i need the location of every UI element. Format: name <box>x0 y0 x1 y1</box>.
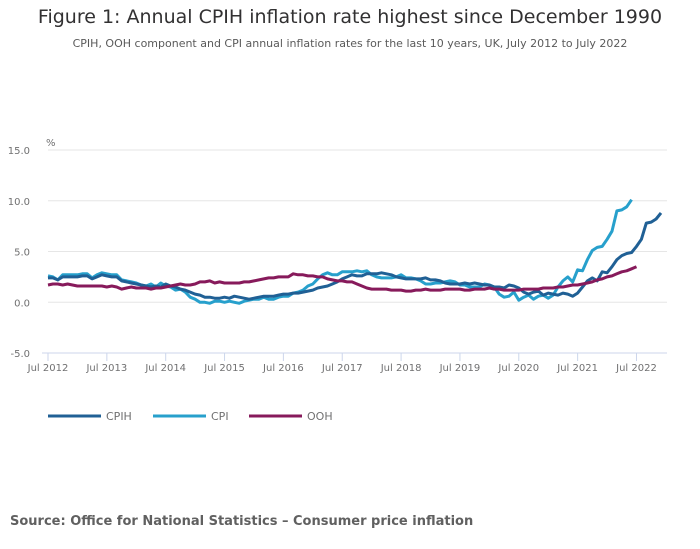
series-line-cpih <box>48 211 663 301</box>
x-tick-label: Jul 2019 <box>439 363 481 374</box>
x-tick-label: Jul 2012 <box>27 363 69 374</box>
chart-title: Figure 1: Annual CPIH inflation rate hig… <box>37 6 663 28</box>
x-axis: Jul 2012 Jul 2013 Jul 2014 Jul 2015 Jul 2016… <box>27 352 667 374</box>
x-tick-label: Jul 2021 <box>556 363 598 374</box>
gridlines <box>48 149 667 303</box>
y-tick-label: 0.0 <box>14 298 30 309</box>
y-axis: -5.0 0.0 5.0 10.0 15.0 <box>8 146 30 360</box>
x-tick-label: Jul 2020 <box>497 363 539 374</box>
x-tick-label: Jul 2013 <box>85 363 127 374</box>
line-chart: -5.00.05.010.015.0 % Jul 2012 Jul 2013 Jul… <box>8 138 667 423</box>
legend-label: OOH <box>307 410 333 423</box>
legend: CPIH CPI OOH <box>48 410 333 423</box>
series-lines <box>47 198 663 305</box>
x-tick-label: Jul 2016 <box>262 363 304 374</box>
legend-item-cpi[interactable]: CPI <box>153 410 229 423</box>
legend-label: CPI <box>211 410 229 423</box>
y-tick-label: 5.0 <box>14 248 30 259</box>
series-line-ooh <box>47 265 638 293</box>
x-tick-label: Jul 2018 <box>380 363 422 374</box>
chart-subtitle: CPIH, OOH component and CPI annual infla… <box>72 37 628 50</box>
x-tick-label: Jul 2015 <box>203 363 245 374</box>
y-tick-label: 15.0 <box>8 146 30 157</box>
x-tick-label: Jul 2022 <box>615 363 657 374</box>
legend-label: CPIH <box>106 410 132 423</box>
x-tick-label: Jul 2017 <box>321 363 363 374</box>
y-tick-label: 10.0 <box>8 197 30 208</box>
y-tick-label: -5.0 <box>10 349 30 360</box>
source-note: Source: Office for National Statistics –… <box>10 514 474 529</box>
legend-item-cpih[interactable]: CPIH <box>48 410 132 423</box>
y-axis-label: % <box>46 138 56 149</box>
x-tick-label: Jul 2014 <box>144 363 186 374</box>
legend-item-ooh[interactable]: OOH <box>249 410 333 423</box>
